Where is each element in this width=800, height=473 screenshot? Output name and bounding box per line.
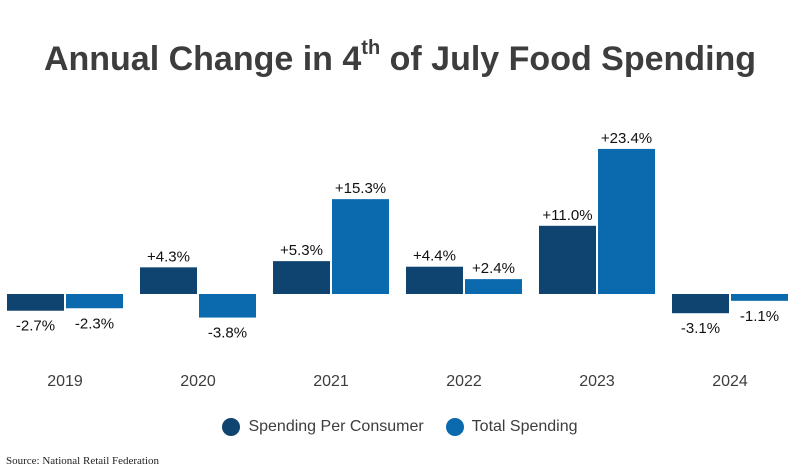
legend-item-per-consumer: Spending Per Consumer [222,418,424,436]
data-label-total-spending-2024: -1.1% [740,308,779,325]
x-tick-label-2022: 2022 [446,373,482,390]
bar-total-spending-2023 [598,148,655,294]
data-label-spending-per-consumer-2021: +5.3% [280,242,323,259]
legend-swatch-total [445,418,464,436]
chart-title: Annual Change in 4th of July Food Spendi… [43,36,757,78]
data-label-spending-per-consumer-2022: +4.4% [413,248,456,265]
x-tick-label-2024: 2024 [712,373,748,390]
bar-spending-per-consumer-2023 [539,225,596,294]
data-label-total-spending-2019: -2.3% [75,315,114,332]
data-label-total-spending-2021: +15.3% [335,180,386,197]
bar-total-spending-2020 [199,294,256,318]
data-label-spending-per-consumer-2023: +11.0% [542,207,592,224]
legend-label-total: Total Spending [471,418,578,435]
data-label-spending-per-consumer-2019: -2.7% [16,318,55,335]
legend-swatch-per-consumer [222,418,241,436]
bar-total-spending-2021 [332,199,389,294]
chart-legend: Spending Per Consumer Total Spending [0,418,800,436]
data-label-total-spending-2022: +2.4% [472,260,515,277]
bar-spending-per-consumer-2019 [7,294,64,311]
bar-total-spending-2022 [465,279,522,294]
source-note: Source: National Retail Federation [6,455,160,467]
bar-spending-per-consumer-2020 [140,267,197,294]
bar-spending-per-consumer-2021 [273,261,330,294]
x-tick-label-2019: 2019 [47,373,83,390]
legend-label-per-consumer: Spending Per Consumer [248,418,424,435]
data-label-spending-per-consumer-2024: -3.1% [681,320,720,337]
x-tick-label-2020: 2020 [180,373,216,390]
bar-spending-per-consumer-2024 [672,294,729,314]
legend-item-total: Total Spending [445,418,578,436]
bar-spending-per-consumer-2022 [406,266,463,294]
bar-total-spending-2019 [66,294,123,309]
x-tick-label-2021: 2021 [313,373,349,390]
data-label-total-spending-2020: -3.8% [208,325,247,342]
x-tick-label-2023: 2023 [579,373,615,390]
data-label-total-spending-2023: +23.4% [601,130,652,147]
data-label-spending-per-consumer-2020: +4.3% [147,248,190,265]
bar-total-spending-2024 [731,294,788,301]
